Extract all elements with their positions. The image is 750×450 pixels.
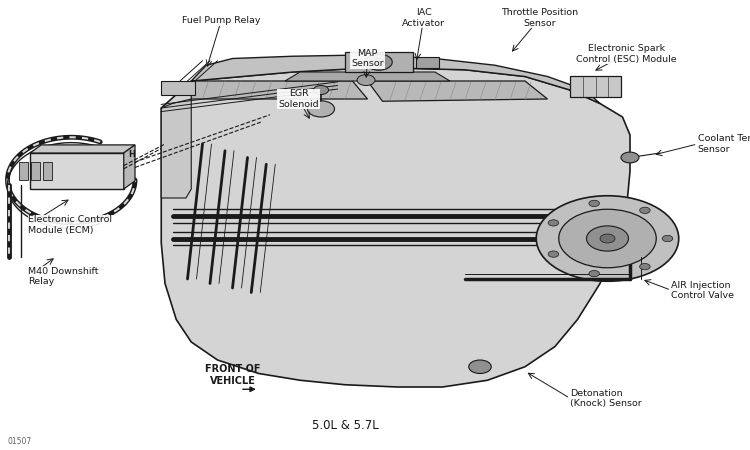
Circle shape: [314, 86, 328, 94]
Polygon shape: [124, 145, 135, 189]
Text: AIR Injection
Control Valve: AIR Injection Control Valve: [671, 280, 734, 300]
Text: FRONT OF
VEHICLE: FRONT OF VEHICLE: [205, 364, 260, 386]
Circle shape: [357, 75, 375, 86]
Bar: [161, 81, 195, 94]
Text: Detonation
(Knock) Sensor: Detonation (Knock) Sensor: [570, 388, 642, 408]
Polygon shape: [30, 145, 135, 153]
Circle shape: [586, 226, 628, 251]
Text: MAP
Sensor: MAP Sensor: [351, 49, 384, 68]
Bar: [43, 162, 52, 180]
Circle shape: [308, 101, 334, 117]
Text: M40 Downshift
Relay: M40 Downshift Relay: [28, 267, 99, 287]
Circle shape: [640, 264, 650, 270]
Circle shape: [640, 207, 650, 213]
Circle shape: [662, 235, 673, 242]
Circle shape: [600, 234, 615, 243]
Polygon shape: [191, 81, 368, 99]
Circle shape: [365, 54, 392, 70]
Circle shape: [373, 58, 385, 66]
Bar: [416, 57, 439, 68]
Circle shape: [559, 209, 656, 268]
Text: Coolant Temp.
Sensor: Coolant Temp. Sensor: [698, 134, 750, 154]
Circle shape: [548, 251, 559, 257]
Text: Electronic Control
Module (ECM): Electronic Control Module (ECM): [28, 215, 112, 235]
Circle shape: [589, 270, 599, 277]
Polygon shape: [161, 68, 630, 387]
Bar: [19, 162, 28, 180]
Polygon shape: [285, 72, 450, 81]
Circle shape: [536, 196, 679, 281]
Circle shape: [589, 200, 599, 207]
Text: 5.0L & 5.7L: 5.0L & 5.7L: [312, 419, 378, 432]
Circle shape: [621, 152, 639, 163]
Bar: [570, 76, 621, 97]
Text: EGR
Solenoid: EGR Solenoid: [278, 89, 319, 109]
Circle shape: [469, 360, 491, 373]
Polygon shape: [191, 55, 600, 104]
Text: 01507: 01507: [8, 436, 32, 446]
Text: Electronic Spark
Control (ESC) Module: Electronic Spark Control (ESC) Module: [576, 44, 676, 64]
Polygon shape: [368, 81, 548, 101]
Polygon shape: [161, 99, 191, 198]
Polygon shape: [30, 153, 124, 189]
Text: Fuel Pump Relay: Fuel Pump Relay: [182, 16, 260, 25]
Bar: [31, 162, 40, 180]
Text: Throttle Position
Sensor: Throttle Position Sensor: [502, 8, 578, 28]
Bar: [345, 52, 412, 72]
Text: IAC
Activator: IAC Activator: [402, 8, 445, 28]
Circle shape: [548, 220, 559, 226]
Text: H: H: [128, 150, 135, 159]
